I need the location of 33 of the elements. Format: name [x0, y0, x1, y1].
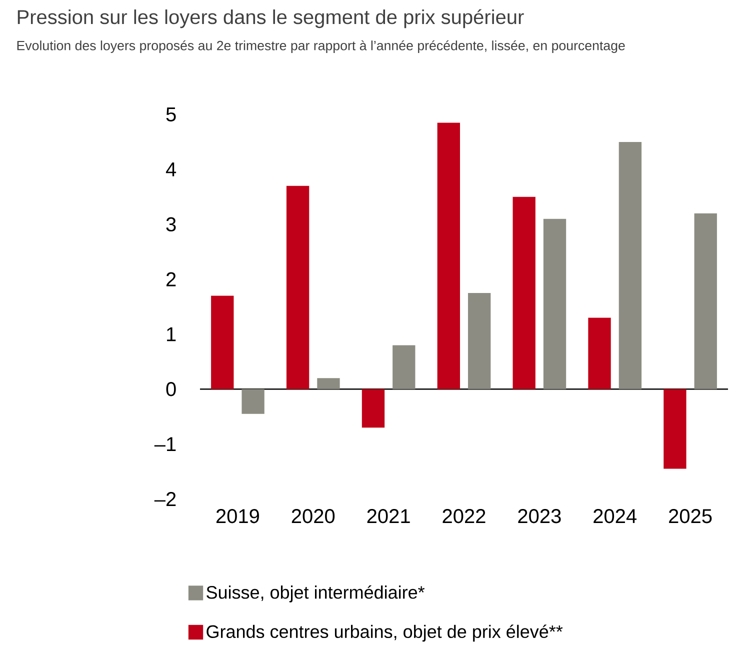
- x-tick-label: 2025: [669, 509, 712, 524]
- legend-label: Suisse, objet intermédiaire*: [206, 585, 425, 602]
- bar: [543, 218, 566, 390]
- y-tick-label: 2: [166, 272, 176, 286]
- x-tick-label: 2024: [594, 509, 637, 524]
- y-tick-label: 1: [167, 327, 176, 342]
- bar: [392, 345, 416, 390]
- bar: [286, 186, 310, 390]
- y-tick-label: 0: [166, 382, 176, 396]
- x-tick-label: 2023: [518, 509, 561, 524]
- x-tick-label: 2022: [442, 509, 486, 524]
- bar: [694, 213, 717, 390]
- y-tick-label: 3: [166, 217, 176, 232]
- x-tick-label: 2021: [367, 509, 410, 524]
- y-tick-label: –2: [154, 492, 176, 506]
- bar: [362, 389, 385, 428]
- bar: [242, 389, 264, 414]
- y-tick-label: 4: [166, 162, 176, 176]
- bar: [664, 389, 686, 469]
- bar: [588, 318, 611, 390]
- y-tick-label: 5: [166, 107, 176, 122]
- bar: [437, 122, 460, 390]
- bar: [468, 293, 491, 390]
- x-tick-label: 2019: [216, 509, 259, 524]
- x-tick-label: 2020: [292, 509, 335, 524]
- bar: [618, 142, 642, 390]
- bar: [211, 296, 234, 390]
- bar: [512, 196, 536, 390]
- y-tick-label: –1: [154, 437, 176, 451]
- bar: [317, 378, 340, 390]
- legend-label: Grands centres urbains, objet de prix élevé**: [206, 624, 563, 642]
- chart-subtitle: Evolution des loyers proposés au 2e trimestre par rapport à l’année précédente, lissée, en pourcentage: [17, 40, 625, 53]
- chart-title: Pression sur les loyers dans le segment de prix supérieur: [18, 9, 524, 28]
